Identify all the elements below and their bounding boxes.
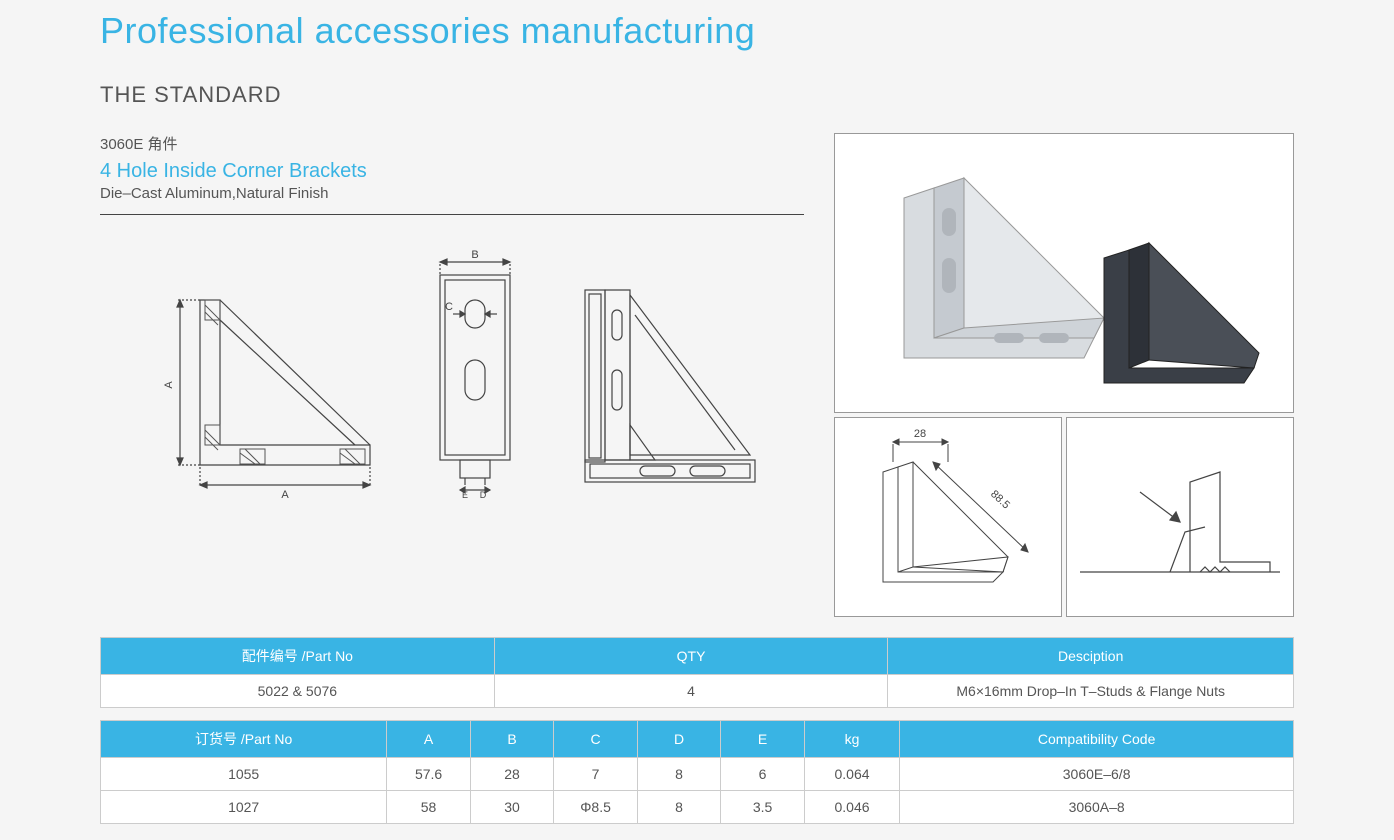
table-header: A — [387, 721, 471, 758]
detail-dim-diag: 88.5 — [988, 488, 1012, 511]
table-cell: 1055 — [101, 758, 387, 791]
product-photo-main — [834, 133, 1294, 413]
table-header: D — [637, 721, 721, 758]
page-main-title: Professional accessories manufacturing — [100, 10, 1294, 52]
product-name: 4 Hole Inside Corner Brackets — [100, 160, 804, 183]
table-cell: 8 — [637, 791, 721, 824]
table-row: 1027 58 30 Φ8.5 8 3.5 0.046 3060A–8 — [101, 791, 1294, 824]
table-cell: 57.6 — [387, 758, 471, 791]
product-detail-row: 28 88.5 — [834, 417, 1294, 617]
table-cell: 0.046 — [804, 791, 899, 824]
table-row: 5022 & 5076 4 M6×16mm Drop–In T–Studs & … — [101, 675, 1294, 708]
parts-table: 配件编号 /Part No QTY Desciption 5022 & 5076… — [100, 637, 1294, 708]
section-title: THE STANDARD — [100, 82, 1294, 108]
table-cell: 3060E–6/8 — [900, 758, 1294, 791]
table-cell: M6×16mm Drop–In T–Studs & Flange Nuts — [888, 675, 1294, 708]
table-cell: 7 — [554, 758, 638, 791]
table-header: 配件编号 /Part No — [101, 638, 495, 675]
table-cell: Φ8.5 — [554, 791, 638, 824]
table-cell: 3060A–8 — [900, 791, 1294, 824]
table-header-row: 配件编号 /Part No QTY Desciption — [101, 638, 1294, 675]
table-cell: 4 — [494, 675, 888, 708]
dim-label-a-h: A — [281, 489, 289, 500]
divider — [100, 214, 804, 215]
table-cell: 6 — [721, 758, 805, 791]
table-header: Desciption — [888, 638, 1294, 675]
content-columns: 3060E 角件 4 Hole Inside Corner Brackets D… — [100, 133, 1294, 617]
spec-table: 订货号 /Part No A B C D E kg Compatibility … — [100, 720, 1294, 824]
product-detail-mount — [1066, 417, 1294, 617]
right-column: 28 88.5 — [834, 133, 1294, 617]
table-cell: 1027 — [101, 791, 387, 824]
dim-label-c: C — [445, 301, 453, 313]
table-header: QTY — [494, 638, 888, 675]
table-header-row: 订货号 /Part No A B C D E kg Compatibility … — [101, 721, 1294, 758]
product-material: Die–Cast Aluminum,Natural Finish — [100, 185, 804, 202]
drawing-front-view: B C E D — [415, 250, 535, 500]
dim-label-b: B — [471, 250, 478, 261]
table-header: kg — [804, 721, 899, 758]
table-header: B — [470, 721, 554, 758]
detail-dim-width: 28 — [914, 428, 926, 440]
table-cell: 58 — [387, 791, 471, 824]
dim-label-a-v: A — [163, 381, 175, 389]
drawing-iso-view — [560, 270, 770, 500]
table-header: C — [554, 721, 638, 758]
table-cell: 30 — [470, 791, 554, 824]
table-cell: 8 — [637, 758, 721, 791]
left-column: 3060E 角件 4 Hole Inside Corner Brackets D… — [100, 133, 804, 617]
drawing-side-view: A A — [160, 270, 390, 500]
product-detail-dims: 28 88.5 — [834, 417, 1062, 617]
table-cell: 0.064 — [804, 758, 899, 791]
table-header: Compatibility Code — [900, 721, 1294, 758]
table-cell: 5022 & 5076 — [101, 675, 495, 708]
table-cell: 28 — [470, 758, 554, 791]
table-row: 1055 57.6 28 7 8 6 0.064 3060E–6/8 — [101, 758, 1294, 791]
dim-label-e: E — [462, 490, 468, 500]
dim-label-d: D — [480, 490, 487, 500]
table-header: 订货号 /Part No — [101, 721, 387, 758]
product-code: 3060E 角件 — [100, 133, 804, 154]
technical-drawings: A A — [100, 250, 804, 500]
table-cell: 3.5 — [721, 791, 805, 824]
table-header: E — [721, 721, 805, 758]
